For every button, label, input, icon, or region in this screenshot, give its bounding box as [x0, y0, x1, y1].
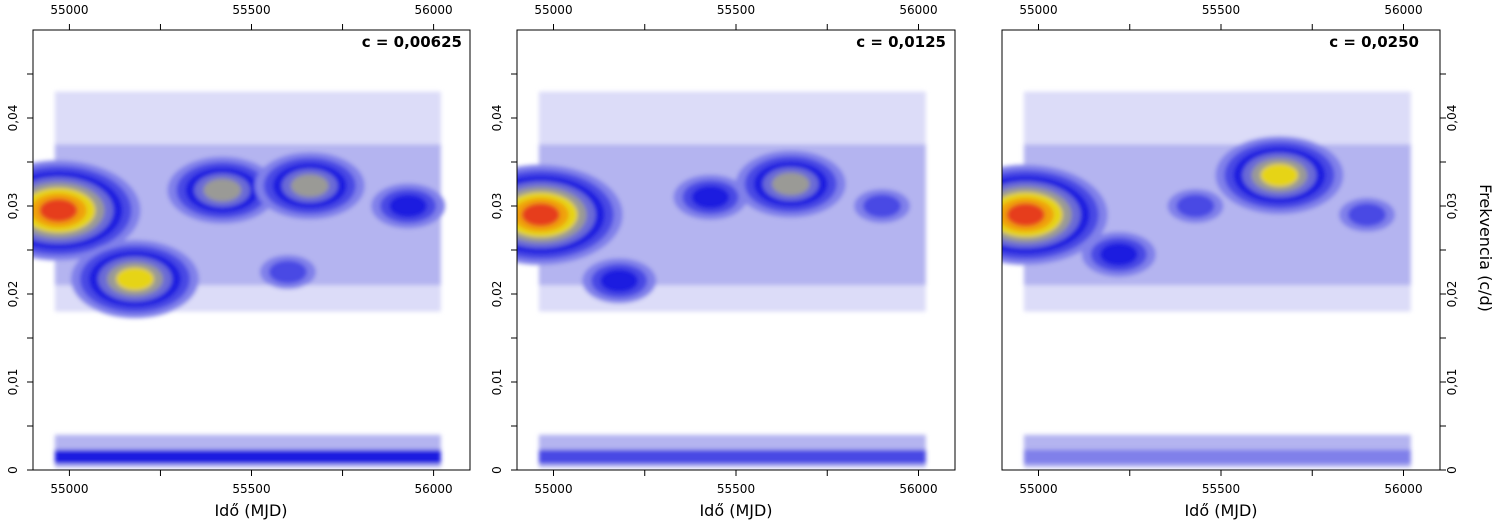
y-tick-label: 0,01 — [490, 369, 504, 396]
y-tick-label: 0,03 — [6, 193, 20, 220]
heatmap-3 — [1002, 91, 1411, 468]
peak-6-level-2 — [268, 260, 307, 284]
x-tick-label-top: 55500 — [232, 3, 270, 17]
peak-2-level-3 — [1099, 242, 1138, 266]
y-tick-label: 0,03 — [1445, 193, 1459, 220]
peak-1-level-8 — [1006, 203, 1045, 227]
peak-3-level-5 — [203, 178, 242, 202]
panel-2: 55000 55000 55500 55500 56000 56000 0 0,01 0,02 0… — [490, 3, 956, 520]
y-tick-label: 0,02 — [6, 281, 20, 308]
contour-layer — [517, 91, 926, 468]
x-tick-label-bottom: 55000 — [50, 482, 88, 496]
peak-4-level-5 — [290, 174, 329, 198]
panel-1: 55000 55000 55500 55500 56000 56000 0 0,01 0,02 0… — [6, 3, 471, 520]
x-axis-label-2: Idő (MJD) — [699, 501, 772, 520]
x-tick-label-bottom: 55500 — [717, 482, 755, 496]
x-tick-label-bottom: 56000 — [899, 482, 937, 496]
peak-5-level-2 — [863, 194, 901, 218]
x-tick-label-top: 55000 — [1019, 3, 1057, 17]
low-band — [538, 449, 926, 464]
x-tick-label-top: 56000 — [899, 3, 937, 17]
y-tick-label: 0 — [1445, 466, 1459, 474]
low-band — [1023, 449, 1411, 464]
y-tick-label: 0,04 — [6, 105, 20, 132]
y-tick-label: 0 — [6, 466, 20, 474]
peak-4-level-5 — [771, 172, 810, 196]
peak-1-level-8 — [39, 198, 78, 222]
peak-2-level-6 — [115, 267, 154, 291]
ticks-2: 55000 55000 55500 55500 56000 56000 0 0,01 0,02 0… — [490, 3, 938, 496]
x-tick-label-bottom: 55000 — [534, 482, 572, 496]
y-tick-label: 0,04 — [490, 105, 504, 132]
peak-5-level-3 — [389, 194, 428, 218]
x-tick-label-top: 56000 — [414, 3, 452, 17]
contour-layer — [1002, 91, 1411, 468]
y-tick-label: 0,03 — [490, 193, 504, 220]
y-tick-label: 0 — [490, 466, 504, 474]
panel-1-title: c = 0,00625 — [362, 33, 462, 51]
peak-5-level-2 — [1348, 203, 1386, 227]
x-tick-label-bottom: 56000 — [414, 482, 452, 496]
x-tick-label-top: 55500 — [717, 3, 755, 17]
panel-2-title: c = 0,0125 — [856, 33, 946, 51]
peak-2-level-3 — [600, 269, 639, 293]
ticks-3: 55000 55000 55500 55500 56000 56000 0 0,01 0,02 0… — [1019, 3, 1459, 496]
y-tick-label: 0,02 — [490, 281, 504, 308]
y-tick-label: 0,01 — [1445, 369, 1459, 396]
peak-3-level-2 — [1176, 194, 1215, 218]
panel-3-title: c = 0,0250 — [1329, 33, 1419, 51]
y-tick-label: 0,04 — [1445, 105, 1459, 132]
x-tick-label-top: 56000 — [1384, 3, 1422, 17]
panel-3: 55000 55000 55500 55500 56000 56000 0 0,01 0,02 0… — [1001, 3, 1495, 520]
heatmap-2 — [517, 91, 926, 468]
y-axis-label: Frekvencia (c/d) — [1476, 184, 1495, 312]
x-tick-label-top: 55000 — [50, 3, 88, 17]
y-tick-label: 0,02 — [1445, 281, 1459, 308]
x-tick-label-bottom: 56000 — [1384, 482, 1422, 496]
peak-1-level-8 — [521, 203, 560, 227]
x-tick-label-top: 55500 — [1202, 3, 1240, 17]
peak-4-level-6 — [1260, 163, 1299, 187]
x-tick-label-bottom: 55500 — [1202, 482, 1240, 496]
x-tick-label-bottom: 55500 — [232, 482, 270, 496]
x-axis-label-1: Idő (MJD) — [214, 501, 287, 520]
x-tick-label-top: 55000 — [534, 3, 572, 17]
heatmap-1 — [33, 91, 446, 468]
y-tick-label: 0,01 — [6, 369, 20, 396]
low-band — [54, 449, 441, 464]
x-tick-label-bottom: 55000 — [1019, 482, 1057, 496]
x-axis-label-3: Idő (MJD) — [1184, 501, 1257, 520]
contour-layer — [33, 91, 446, 468]
peak-3-level-3 — [691, 185, 730, 209]
ticks-1: 55000 55000 55500 55500 56000 56000 0 0,01 0,02 0… — [6, 3, 453, 496]
